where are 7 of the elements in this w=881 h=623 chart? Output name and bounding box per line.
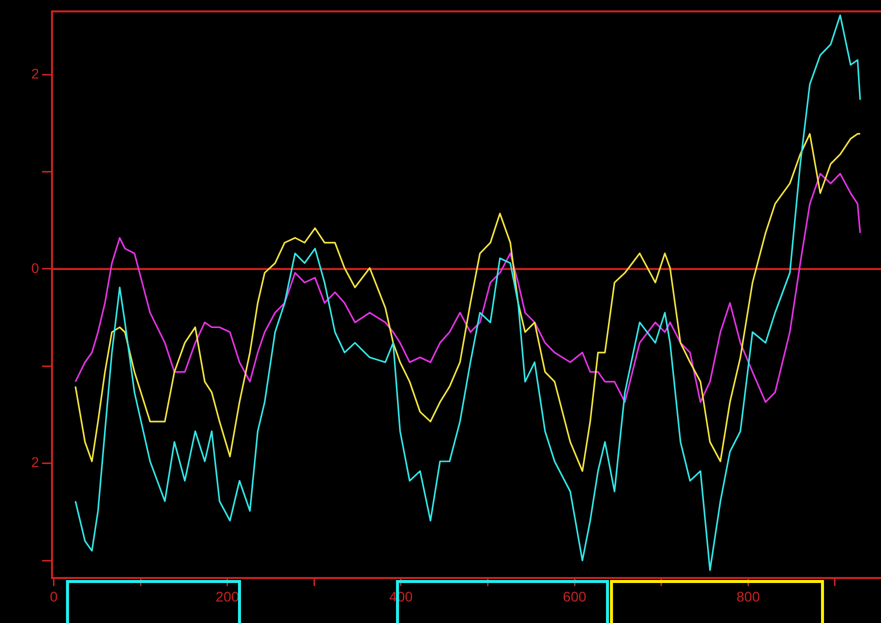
y-tick-label: 0	[31, 260, 40, 276]
x-tick-label: 800	[736, 588, 760, 604]
x-tick-label: 600	[562, 588, 586, 604]
x-tick-label: 200	[216, 588, 240, 604]
y-tick-label: 2	[31, 454, 40, 470]
x-tick-label: 0	[50, 588, 58, 604]
y-tick-label: 2	[31, 65, 40, 82]
